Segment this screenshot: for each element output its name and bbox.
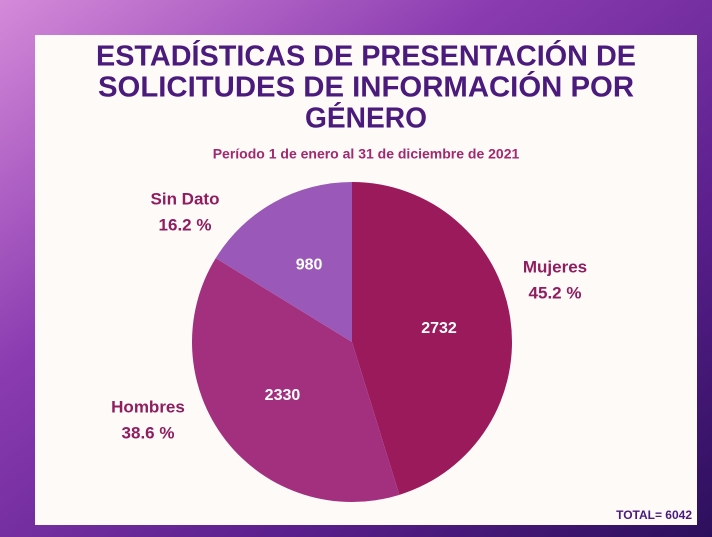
percent-label: 38.6 % (122, 423, 175, 442)
percent-label: 45.2 % (529, 283, 582, 302)
pie-slice (192, 258, 400, 503)
category-label: Hombres (111, 397, 185, 416)
pie-slice (215, 182, 352, 342)
percent-label: 16.2 % (159, 215, 212, 234)
subtitle: Período 1 de enero al 31 de diciembre de… (213, 146, 520, 162)
slice-value: 980 (296, 256, 323, 273)
title-line: GÉNERO (305, 101, 427, 135)
title-line: SOLICITUDES DE INFORMACIÓN POR (98, 70, 634, 104)
pie-slice (352, 182, 512, 495)
category-label: Sin Dato (151, 189, 220, 208)
category-label: Mujeres (523, 257, 587, 276)
slice-value: 2732 (421, 320, 457, 337)
slice-value: 2330 (265, 387, 301, 404)
total-label: TOTAL= 6042 (616, 508, 692, 522)
title-line: ESTADÍSTICAS DE PRESENTACIÓN DE (96, 39, 636, 73)
